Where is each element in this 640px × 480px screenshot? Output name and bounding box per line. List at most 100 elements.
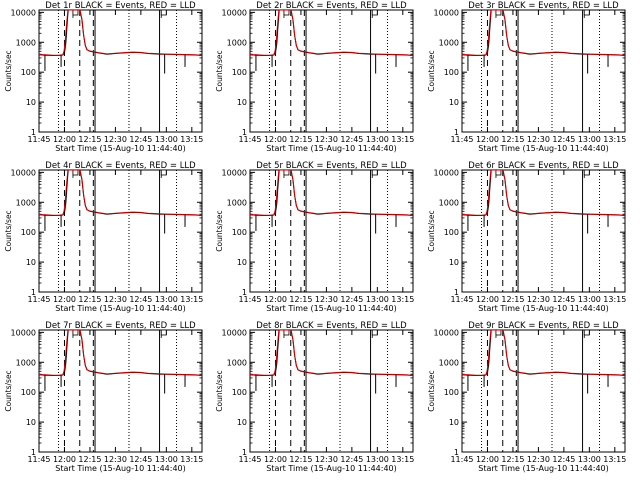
flag-d <box>495 329 502 336</box>
series-lld-line <box>39 10 202 56</box>
flag-d <box>495 9 502 16</box>
y-tick-label: 1 <box>242 288 247 297</box>
panel-title: Det 2r BLACK = Events, RED = LLD <box>256 1 407 11</box>
x-tick-label: 13:00 <box>155 455 178 464</box>
x-tick-label: 12:15 <box>289 295 312 304</box>
x-axis-label: Start Time (15-Aug-10 11:44:40) <box>55 464 186 473</box>
y-tick-label: 1 <box>242 448 247 457</box>
y-tick-label: 100 <box>232 68 247 77</box>
x-tick-label: 12:15 <box>78 135 101 144</box>
y-tick-label: 1000 <box>227 38 247 47</box>
panel-frame <box>249 169 414 293</box>
y-tick-label: 1000 <box>439 198 459 207</box>
x-tick-label: 12:30 <box>315 455 338 464</box>
plot-area <box>250 10 413 74</box>
y-tick-label: 10000 <box>222 168 247 177</box>
x-tick-label: 13:00 <box>155 295 178 304</box>
x-tick-label: 12:00 <box>476 455 499 464</box>
y-axis-label: Counts/sec <box>4 370 13 411</box>
y-tick-label: 10000 <box>434 328 459 337</box>
y-tick-label: 1 <box>31 128 36 137</box>
panel-frame <box>38 329 203 453</box>
y-axis-label: Counts/sec <box>215 370 224 411</box>
series-lld-line <box>462 10 625 56</box>
panel-5r: Det 5r BLACK = Events, RED = LLD 1 10 100 10… <box>215 161 414 313</box>
y-tick-label: 10 <box>449 418 459 427</box>
plot-area <box>462 170 625 234</box>
y-tick-label: 1000 <box>439 358 459 367</box>
flag-s <box>160 9 167 16</box>
y-axis-label: Counts/sec <box>215 50 224 91</box>
y-tick-label: 1 <box>454 288 459 297</box>
panel-frame <box>38 9 203 133</box>
y-axis-label: Counts/sec <box>427 50 436 91</box>
x-axis-label: Start Time (15-Aug-10 11:44:40) <box>478 144 609 153</box>
x-tick-label: 13:15 <box>391 295 414 304</box>
panel-title: Det 5r BLACK = Events, RED = LLD <box>256 161 407 171</box>
x-tick-label: 12:15 <box>501 135 524 144</box>
series-lld-line <box>250 330 413 376</box>
x-tick-label: 12:45 <box>552 135 575 144</box>
y-tick-label: 100 <box>232 228 247 237</box>
y-tick-label: 1 <box>242 128 247 137</box>
plot-area <box>39 170 202 234</box>
flag-s <box>371 9 378 16</box>
flag-d <box>283 329 290 336</box>
flag-s <box>371 329 378 336</box>
flag-d <box>283 169 290 176</box>
flag-d <box>495 169 502 176</box>
plot-area <box>39 330 202 394</box>
panel-title: Det 6r BLACK = Events, RED = LLD <box>468 161 619 171</box>
x-tick-label: 12:00 <box>264 295 287 304</box>
x-axis-label: Start Time (15-Aug-10 11:44:40) <box>266 304 397 313</box>
x-tick-label: 12:00 <box>476 295 499 304</box>
series-lld-line <box>462 330 625 376</box>
y-tick-label: 1000 <box>439 38 459 47</box>
x-tick-label: 11:45 <box>450 455 473 464</box>
x-tick-label: 12:00 <box>264 455 287 464</box>
x-tick-label: 12:30 <box>315 135 338 144</box>
flag-s <box>160 329 167 336</box>
x-tick-label: 11:45 <box>238 455 261 464</box>
y-tick-label: 10000 <box>222 8 247 17</box>
x-tick-label: 11:45 <box>27 135 50 144</box>
series-lld-line <box>39 330 202 376</box>
flag-s <box>160 169 167 176</box>
panel-title: Det 9r BLACK = Events, RED = LLD <box>468 321 619 331</box>
x-tick-label: 13:00 <box>366 135 389 144</box>
panel-title: Det 1r BLACK = Events, RED = LLD <box>45 1 196 11</box>
panel-6r: Det 6r BLACK = Events, RED = LLD 1 10 100 10… <box>427 161 626 313</box>
x-tick-label: 12:15 <box>78 455 101 464</box>
y-tick-label: 1000 <box>16 38 36 47</box>
y-tick-label: 100 <box>444 228 459 237</box>
series-lld-line <box>39 170 202 216</box>
x-tick-label: 12:15 <box>501 455 524 464</box>
y-axis-label: Counts/sec <box>4 210 13 251</box>
flag-s <box>583 9 590 16</box>
x-tick-label: 13:15 <box>180 135 203 144</box>
x-tick-label: 11:45 <box>27 455 50 464</box>
x-tick-label: 13:00 <box>578 455 601 464</box>
x-tick-label: 12:45 <box>552 455 575 464</box>
y-tick-label: 10000 <box>11 328 36 337</box>
panel-8r: Det 8r BLACK = Events, RED = LLD 1 10 100 10… <box>215 321 414 473</box>
plot-area <box>39 10 202 74</box>
x-tick-label: 12:30 <box>527 455 550 464</box>
y-tick-label: 10000 <box>11 8 36 17</box>
y-axis-label: Counts/sec <box>4 50 13 91</box>
x-tick-label: 12:15 <box>78 295 101 304</box>
x-tick-label: 12:30 <box>104 295 127 304</box>
x-tick-label: 12:00 <box>53 295 76 304</box>
y-tick-label: 100 <box>232 388 247 397</box>
x-tick-label: 13:15 <box>391 455 414 464</box>
x-tick-label: 12:30 <box>104 135 127 144</box>
series-lld-line <box>462 170 625 216</box>
y-axis-label: Counts/sec <box>215 210 224 251</box>
y-tick-label: 10 <box>449 98 459 107</box>
panel-9r: Det 9r BLACK = Events, RED = LLD 1 10 100 10… <box>427 321 626 473</box>
x-tick-label: 11:45 <box>27 295 50 304</box>
y-tick-label: 10 <box>26 258 36 267</box>
y-tick-label: 10 <box>237 98 247 107</box>
y-tick-label: 10000 <box>222 328 247 337</box>
plot-area <box>462 330 625 394</box>
